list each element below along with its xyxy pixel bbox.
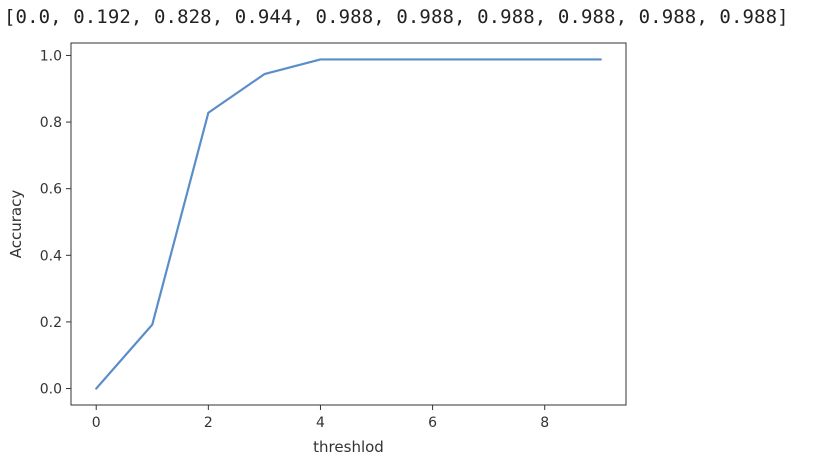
x-tick-label: 2 — [204, 415, 213, 431]
y-tick-label: 0.2 — [40, 315, 62, 331]
axes-frame — [70, 42, 627, 406]
x-tick-label: 0 — [92, 415, 101, 431]
x-axis-label: threshlod — [313, 438, 384, 456]
y-tick-label: 0.6 — [40, 182, 62, 198]
x-tick-label: 4 — [316, 415, 325, 431]
x-tick-label: 6 — [428, 415, 437, 431]
x-tick-label: 8 — [540, 415, 549, 431]
y-axis-label: Accuracy — [7, 190, 25, 259]
y-tick-label: 0.8 — [40, 115, 62, 131]
plot-area: 0 2 4 6 8 0.0 0.2 0.4 0.6 0.8 1.0 — [40, 42, 627, 431]
y-tick-label: 0.4 — [40, 248, 62, 264]
series-line — [95, 58, 602, 390]
y-tick-label: 0.0 — [40, 382, 62, 398]
cell-output-text: [0.0, 0.192, 0.828, 0.944, 0.988, 0.988,… — [4, 6, 789, 28]
y-tick-label: 1.0 — [40, 48, 62, 64]
